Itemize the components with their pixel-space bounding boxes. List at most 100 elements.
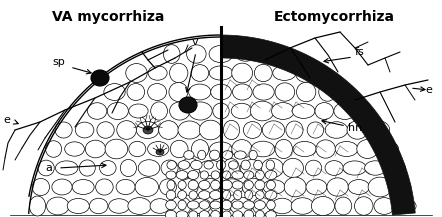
Ellipse shape — [253, 197, 271, 215]
Ellipse shape — [191, 140, 209, 158]
Ellipse shape — [55, 161, 78, 175]
Ellipse shape — [38, 160, 54, 176]
Ellipse shape — [85, 140, 106, 158]
Ellipse shape — [334, 103, 356, 119]
Ellipse shape — [343, 161, 366, 175]
Ellipse shape — [315, 103, 333, 119]
Ellipse shape — [217, 160, 225, 170]
Ellipse shape — [138, 160, 160, 176]
Ellipse shape — [220, 179, 243, 195]
Ellipse shape — [67, 198, 89, 214]
Ellipse shape — [357, 140, 378, 158]
Ellipse shape — [137, 122, 159, 139]
Text: a: a — [45, 163, 52, 173]
Ellipse shape — [170, 140, 188, 158]
Ellipse shape — [251, 101, 274, 121]
Ellipse shape — [164, 45, 180, 63]
Ellipse shape — [150, 199, 170, 213]
Ellipse shape — [293, 141, 316, 157]
Ellipse shape — [189, 102, 212, 120]
Ellipse shape — [65, 142, 84, 156]
Ellipse shape — [178, 181, 186, 189]
Ellipse shape — [204, 161, 213, 169]
Ellipse shape — [156, 149, 164, 155]
Ellipse shape — [170, 63, 188, 83]
Ellipse shape — [187, 201, 199, 209]
Ellipse shape — [107, 102, 128, 120]
Ellipse shape — [244, 122, 262, 138]
Ellipse shape — [189, 191, 198, 199]
Ellipse shape — [233, 190, 242, 200]
Polygon shape — [221, 35, 415, 215]
Ellipse shape — [46, 141, 61, 157]
Ellipse shape — [244, 181, 253, 189]
Ellipse shape — [261, 46, 279, 62]
Ellipse shape — [180, 158, 201, 178]
Ellipse shape — [254, 64, 272, 82]
Ellipse shape — [127, 84, 145, 100]
Ellipse shape — [307, 122, 324, 138]
Ellipse shape — [104, 84, 125, 100]
Ellipse shape — [267, 200, 275, 210]
Ellipse shape — [210, 150, 220, 160]
Ellipse shape — [232, 171, 244, 179]
Ellipse shape — [254, 160, 262, 170]
Ellipse shape — [178, 191, 187, 199]
Ellipse shape — [199, 201, 210, 209]
Ellipse shape — [282, 158, 304, 178]
Ellipse shape — [297, 82, 316, 102]
Text: e: e — [425, 85, 432, 95]
Ellipse shape — [159, 121, 179, 139]
Ellipse shape — [266, 211, 276, 217]
Ellipse shape — [166, 190, 176, 200]
Ellipse shape — [306, 179, 327, 195]
Ellipse shape — [79, 160, 95, 176]
Ellipse shape — [244, 171, 254, 179]
Ellipse shape — [178, 161, 190, 169]
Ellipse shape — [244, 210, 254, 217]
Ellipse shape — [295, 64, 316, 82]
Ellipse shape — [120, 159, 137, 177]
Ellipse shape — [46, 197, 69, 215]
Ellipse shape — [255, 210, 264, 217]
Ellipse shape — [374, 198, 394, 214]
Ellipse shape — [129, 141, 146, 157]
Ellipse shape — [233, 211, 243, 217]
Ellipse shape — [347, 121, 368, 139]
Ellipse shape — [249, 150, 257, 160]
Ellipse shape — [222, 171, 231, 179]
Ellipse shape — [169, 197, 191, 215]
Ellipse shape — [325, 161, 343, 175]
Ellipse shape — [230, 197, 253, 215]
Ellipse shape — [267, 180, 275, 190]
Ellipse shape — [242, 178, 263, 196]
Ellipse shape — [199, 120, 222, 140]
Ellipse shape — [160, 179, 176, 195]
Ellipse shape — [209, 45, 233, 63]
Ellipse shape — [311, 197, 335, 215]
Ellipse shape — [231, 103, 252, 119]
Ellipse shape — [32, 178, 50, 196]
Ellipse shape — [176, 171, 188, 179]
Ellipse shape — [167, 161, 176, 169]
Ellipse shape — [209, 66, 233, 80]
Ellipse shape — [143, 126, 153, 134]
Ellipse shape — [199, 160, 223, 176]
Ellipse shape — [262, 121, 285, 139]
Ellipse shape — [354, 197, 373, 215]
Ellipse shape — [255, 180, 265, 190]
Ellipse shape — [211, 171, 220, 179]
Ellipse shape — [286, 121, 303, 139]
Ellipse shape — [223, 120, 240, 140]
Ellipse shape — [210, 142, 232, 156]
Ellipse shape — [271, 103, 294, 119]
Ellipse shape — [151, 102, 168, 120]
Ellipse shape — [265, 191, 277, 199]
Ellipse shape — [135, 178, 159, 196]
Ellipse shape — [266, 160, 274, 170]
Ellipse shape — [348, 179, 370, 194]
Ellipse shape — [221, 200, 232, 210]
Ellipse shape — [223, 158, 239, 178]
Ellipse shape — [188, 180, 198, 190]
Ellipse shape — [210, 191, 221, 199]
